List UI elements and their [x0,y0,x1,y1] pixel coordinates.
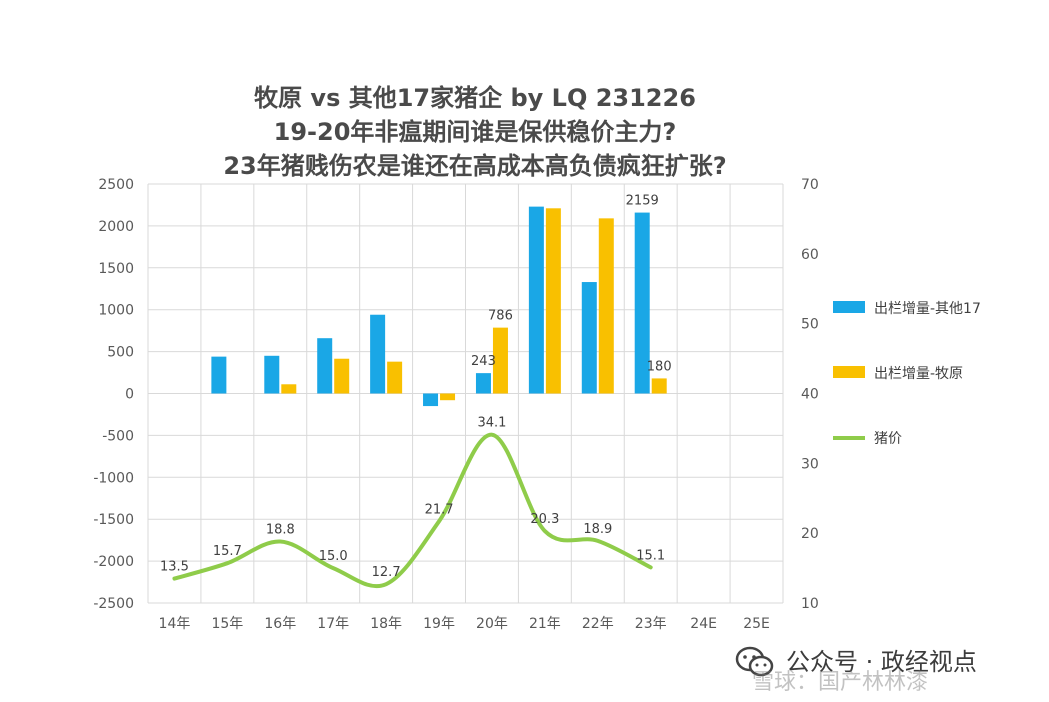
y-right-tick-label: 30 [801,456,819,472]
bar-data-label: 243 [471,354,496,369]
x-tick-label: 20年 [476,616,508,632]
legend-swatch [833,301,865,313]
bar-series [211,206,667,407]
bar-data-label: 180 [647,359,672,374]
bar [281,384,297,394]
line-data-label: 15.7 [213,544,242,559]
x-tick-label: 22年 [582,616,614,632]
y-left-tick-label: -1000 [93,470,134,486]
x-tick-label: 16年 [264,616,296,632]
x-tick-label: 14年 [159,616,191,632]
line-data-label: 12.7 [372,565,401,580]
line-data-label: 18.8 [266,523,295,538]
x-tick-label: 17年 [317,616,349,632]
chart-title-line-3: 23年猪贱伤农是谁还在高成本高负债疯狂扩张? [223,152,726,180]
chart-title-line-2: 19-20年非瘟期间谁是保供稳价主力? [274,118,677,146]
line-data-label: 15.0 [319,549,348,564]
watermark-xueqiu-account: 雪球：国产林林漆 [752,670,929,695]
bar [423,393,439,407]
y-left-tick-label: 2500 [98,177,134,193]
x-tick-label: 19年 [423,616,455,632]
bar [634,212,650,394]
bar [475,373,491,394]
line-data-label: 13.5 [160,560,189,575]
bar [387,361,403,394]
y-right-tick-label: 50 [801,317,819,333]
line-data-label: 21.7 [425,502,454,517]
legend-label: 出栏增量-牧原 [874,366,963,382]
y-right-tick-label: 60 [801,247,819,263]
x-tick-label: 15年 [211,616,243,632]
y-left-tick-label: 500 [107,345,134,361]
bar-data-label: 786 [488,309,513,324]
legend-label: 猪价 [874,431,902,447]
y-right-tick-label: 70 [801,177,819,193]
bar [264,355,280,394]
wechat-logo-icon [735,646,774,677]
y-left-tick-label: -2000 [93,554,134,570]
x-tick-label: 23年 [635,616,667,632]
chart-title: 牧原 vs 其他17家猪企 by LQ 231226 19-20年非瘟期间谁是保… [223,84,726,180]
y-right-tick-label: 10 [801,596,819,612]
y-left-tick-label: 1000 [98,303,134,319]
data-labels: 243 786 2159 180 13.5 15.7 18.8 15.0 12.7 21.7 34.… [160,194,672,581]
y-left-tick-label: 1500 [98,261,134,277]
y-right-tick-label: 20 [801,526,819,542]
chart-title-line-1: 牧原 vs 其他17家猪企 by LQ 231226 [254,84,696,112]
line-data-label: 20.3 [530,512,559,527]
bar [492,327,508,394]
price-line [172,432,653,588]
legend-swatch [833,366,865,378]
bar [545,208,561,394]
legend-label: 出栏增量-其他17 [874,301,981,317]
y-left-tick-label: -2500 [93,596,134,612]
bar [440,393,456,401]
bar [581,282,597,394]
x-tick-label: 18年 [370,616,402,632]
y-left-tick-label: 2000 [98,219,134,235]
x-tick-label: 25E [743,616,770,632]
bar [211,356,227,394]
line-data-label: 15.1 [636,548,665,563]
y-left-tick-label: -1500 [93,512,134,528]
line-series [172,432,653,588]
watermark-wechat-account: 公众号 · 政经视点 [786,648,977,676]
bar [598,218,614,394]
axes: 2500 2000 1500 1000 500 0 -500 -1000 -1500 -2000 -… [93,177,819,632]
bar [317,338,333,394]
line-data-label: 18.9 [583,522,612,537]
bar [651,378,667,394]
x-tick-label: 21年 [529,616,561,632]
y-right-tick-label: 40 [801,387,819,403]
bar [334,358,350,394]
line-data-label: 34.1 [477,416,506,431]
y-left-tick-label: -500 [102,428,134,444]
x-tick-label: 24E [690,616,717,632]
bar-data-label: 2159 [626,194,659,209]
y-left-tick-label: 0 [125,387,134,403]
bar [528,206,544,394]
bar [370,314,386,394]
gridlines [147,183,784,604]
